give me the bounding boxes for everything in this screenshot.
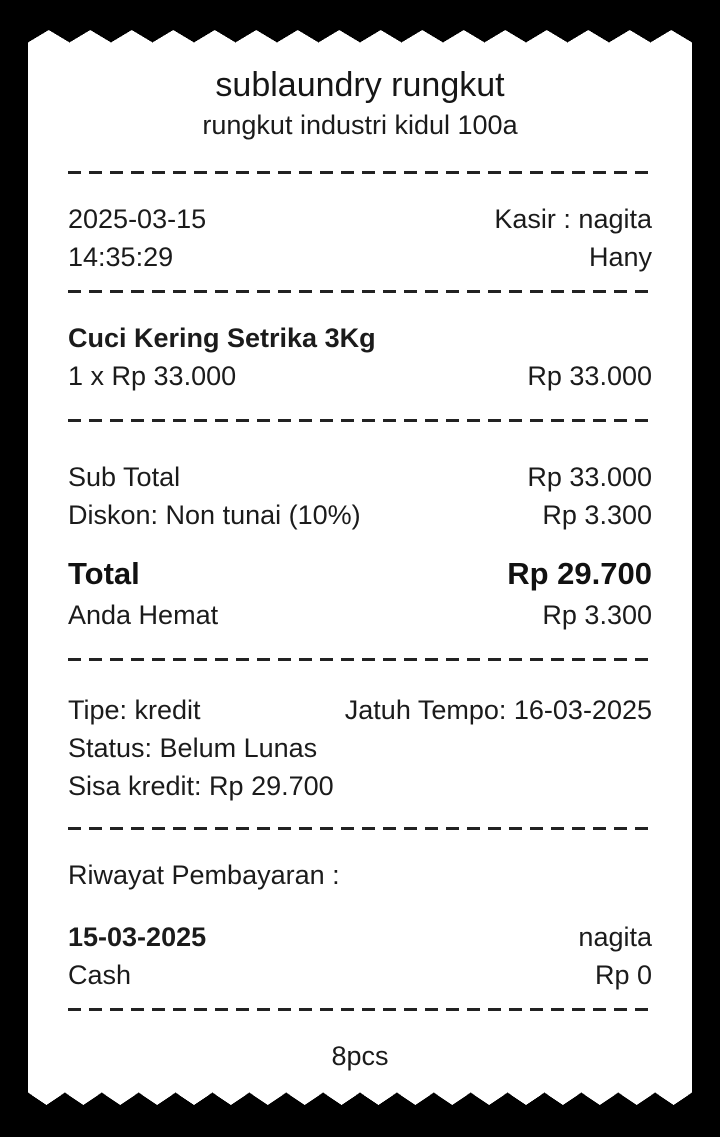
savings-value: Rp 3.300 xyxy=(542,600,652,630)
total-label: Total xyxy=(68,556,140,591)
credit-section: Tipe: kredit Jatuh Tempo: 16-03-2025 Sta… xyxy=(68,691,652,805)
payment-date-row: 15-03-2025 nagita xyxy=(68,918,652,956)
credit-type: Tipe: kredit xyxy=(68,695,201,725)
credit-due-date: Jatuh Tempo: 16-03-2025 xyxy=(344,695,652,725)
credit-status: Status: Belum Lunas xyxy=(68,733,318,763)
total-row: Total Rp 29.700 xyxy=(68,552,652,596)
payment-by: nagita xyxy=(578,922,652,952)
receipt-torn-edge-bottom xyxy=(28,1092,692,1105)
payment-history-section: Riwayat Pembayaran : 15-03-2025 nagita C… xyxy=(68,856,652,994)
item-amount: Rp 33.000 xyxy=(527,361,652,391)
savings-label: Anda Hemat xyxy=(68,600,219,630)
payment-amount: Rp 0 xyxy=(594,960,652,990)
discount-label: Diskon: Non tunai (10%) xyxy=(68,500,361,530)
dashed-divider xyxy=(68,290,652,293)
summary-section: Sub Total Rp 33.000 Diskon: Non tunai (1… xyxy=(68,458,652,634)
discount-row: Diskon: Non tunai (10%) Rp 3.300 xyxy=(68,496,652,534)
payment-date: 15-03-2025 xyxy=(68,922,207,952)
meta-section: 2025-03-15 Kasir : nagita 14:35:29 Hany xyxy=(68,200,652,276)
payment-history-title: Riwayat Pembayaran : xyxy=(68,860,340,890)
payment-history-entry: 15-03-2025 nagita Cash Rp 0 xyxy=(68,918,652,994)
discount-value: Rp 3.300 xyxy=(542,500,652,530)
credit-type-due-row: Tipe: kredit Jatuh Tempo: 16-03-2025 xyxy=(68,691,652,729)
subtotal-row: Sub Total Rp 33.000 xyxy=(68,458,652,496)
total-value: Rp 29.700 xyxy=(507,556,652,591)
dashed-divider xyxy=(68,419,652,422)
savings-row: Anda Hemat Rp 3.300 xyxy=(68,596,652,634)
item-qty-price: 1 x Rp 33.000 xyxy=(68,361,237,391)
receipt-torn-edge-top xyxy=(28,30,692,43)
credit-remaining-row: Sisa kredit: Rp 29.700 xyxy=(68,767,652,805)
date-cashier-row: 2025-03-15 Kasir : nagita xyxy=(68,200,652,238)
dashed-divider xyxy=(68,171,652,174)
time-customer-row: 14:35:29 Hany xyxy=(68,238,652,276)
item-price-row: 1 x Rp 33.000 Rp 33.000 xyxy=(68,357,652,395)
subtotal-value: Rp 33.000 xyxy=(527,462,652,492)
subtotal-label: Sub Total xyxy=(68,462,181,492)
credit-remaining: Sisa kredit: Rp 29.700 xyxy=(68,771,334,801)
credit-status-row: Status: Belum Lunas xyxy=(68,729,652,767)
receipt-time: 14:35:29 xyxy=(68,242,174,272)
pieces-count: 8pcs xyxy=(331,1041,389,1071)
store-name: sublaundry rungkut xyxy=(215,66,505,104)
dashed-divider xyxy=(68,1008,652,1011)
customer-name: Hany xyxy=(588,242,652,272)
receipt-paper: sublaundry rungkut rungkut industri kidu… xyxy=(28,43,692,1092)
receipt-date: 2025-03-15 xyxy=(68,204,207,234)
item-name: Cuci Kering Setrika 3Kg xyxy=(68,323,376,353)
dashed-divider xyxy=(68,658,652,661)
item-section: Cuci Kering Setrika 3Kg 1 x Rp 33.000 Rp… xyxy=(68,319,652,395)
payment-method-row: Cash Rp 0 xyxy=(68,956,652,994)
payment-method: Cash xyxy=(68,960,132,990)
receipt: sublaundry rungkut rungkut industri kidu… xyxy=(28,30,692,1105)
store-address: rungkut industri kidul 100a xyxy=(202,110,518,140)
dashed-divider xyxy=(68,827,652,830)
cashier-label: Kasir : nagita xyxy=(494,204,652,234)
